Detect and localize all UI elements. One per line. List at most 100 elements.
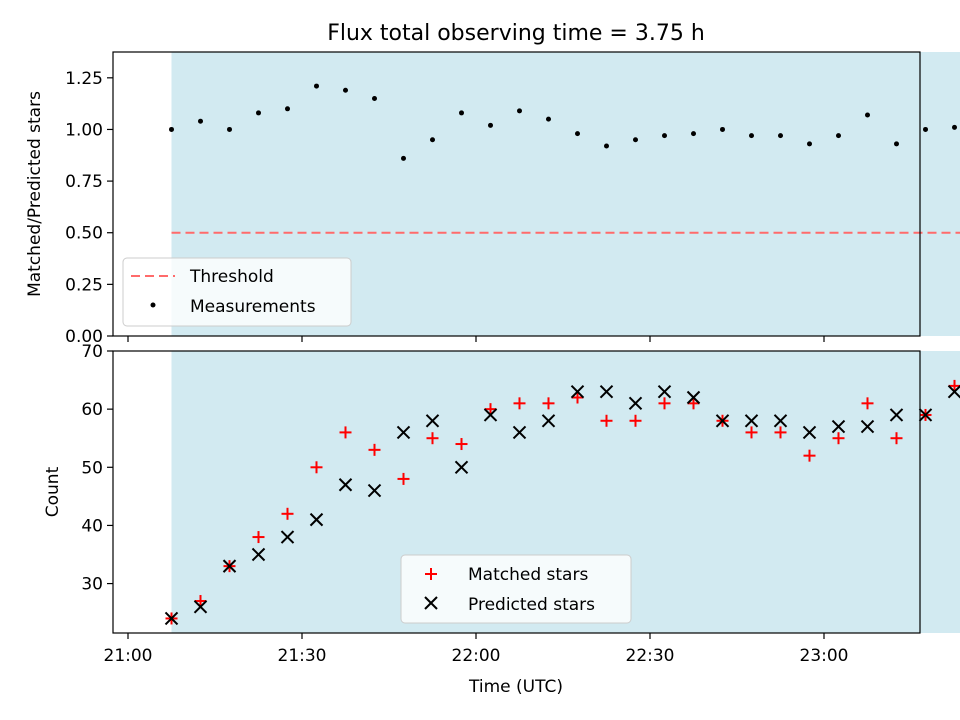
measurement-point [314,83,319,89]
predicted-star-point [802,425,817,440]
matched-star-point [542,397,555,410]
top-y-axis-label: Matched/Predicted stars [25,91,45,297]
y-tick-label: 50 [81,458,103,478]
matched-star-point [774,426,787,439]
measurement-point [517,108,522,114]
measurement-point [372,95,377,101]
measurement-point [894,141,899,147]
x-axis-label: Time (UTC) [468,677,563,697]
top-legend-box [122,257,352,327]
matched-star-point [600,414,613,427]
measurement-point [546,116,551,122]
predicted-star-point [889,408,904,422]
matched-star-point [397,472,410,485]
top-x-ticks [127,336,825,342]
matched-star-point [368,443,381,456]
measurement-point [778,133,783,139]
legend-measurements-label: Measurements [190,297,316,317]
measurement-point [401,155,406,161]
y-tick-label: 0.00 [65,327,103,347]
legend-matched-swatch [425,568,437,580]
predicted-star-point [628,396,643,411]
measurement-point [749,133,754,139]
measurement-point [662,133,667,139]
matched-star-point [832,432,845,445]
matched-star-point [629,414,642,427]
predicted-star-point [164,611,179,626]
matched-star-point [426,432,439,445]
measurement-point [459,110,464,116]
top-legend: Threshold Measurements [122,257,352,327]
predicted-star-point [454,460,469,474]
legend-threshold-label: Threshold [189,267,274,287]
x-tick-label: 22:00 [452,646,501,666]
predicted-star-point [483,408,498,422]
measurement-point [227,126,232,132]
measurement-point [691,131,696,137]
predicted-star-point [512,425,527,440]
predicted-star-point [309,512,324,527]
y-tick-label: 0.25 [65,275,103,295]
legend-measurements-swatch [150,302,156,308]
y-tick-label: 0.50 [65,224,103,244]
predicted-star-point [599,384,614,399]
y-tick-label: 0.75 [65,172,103,192]
figure-title: Flux total observing time = 3.75 h [327,21,705,46]
matched-star-point [745,426,758,439]
matched-star-point [484,403,497,416]
bottom-legend-box [400,554,632,624]
measurement-point [604,143,609,149]
matched-star-point [281,507,294,520]
predicted-star-point [744,414,759,428]
measurement-point [575,131,580,137]
y-tick-label: 40 [81,516,103,536]
measurement-points [169,83,957,161]
matched-star-point [658,397,671,410]
bottom-legend: Matched stars Predicted stars [400,554,632,624]
predicted-star-point [831,419,846,434]
bottom-axes-frame [112,350,921,634]
top-axes-frame [112,51,921,337]
measurement-point [430,137,435,143]
measurement-point [169,126,174,132]
matched-stars-points [165,379,960,625]
predicted-star-point [193,600,208,614]
predicted-star-point [280,530,295,544]
measurement-point [488,122,493,128]
legend-matched-label: Matched stars [468,565,588,585]
measurement-point [952,124,957,130]
predicted-star-point [715,414,730,428]
measurement-point [198,118,203,124]
matched-star-point [455,438,468,451]
predicted-stars-points [164,384,960,626]
predicted-star-point [541,414,556,428]
measurement-point [807,141,812,147]
x-tick-label: 22:30 [626,646,675,666]
matched-star-point [513,397,526,410]
predicted-star-point [222,559,237,573]
measurement-point [343,87,348,93]
bottom-y-ticks: 30 40 50 60 70 [81,342,113,595]
matched-star-point [194,595,207,608]
matched-star-point [687,397,700,410]
measurement-point [865,112,870,118]
y-tick-label: 1.00 [65,120,103,140]
predicted-star-point [860,419,875,434]
predicted-star-point [367,483,382,498]
legend-predicted-swatch [424,596,438,610]
y-tick-label: 30 [81,575,103,595]
bottom-x-ticks: 21:0021:3022:0022:3023:0023:3000:0000:30… [104,633,849,666]
predicted-star-point [396,425,411,440]
x-tick-label: 21:00 [104,646,153,666]
measurement-point [836,133,841,139]
predicted-star-point [338,478,353,492]
predicted-star-point [657,384,672,399]
matched-star-point [948,379,960,392]
y-tick-label: 70 [81,342,103,362]
measurement-point [720,126,725,132]
top-axes: 0.00 0.25 0.50 0.75 1.00 1.25 Matched/Predict… [25,51,960,347]
predicted-star-point [773,414,788,428]
matched-star-point [339,426,352,439]
